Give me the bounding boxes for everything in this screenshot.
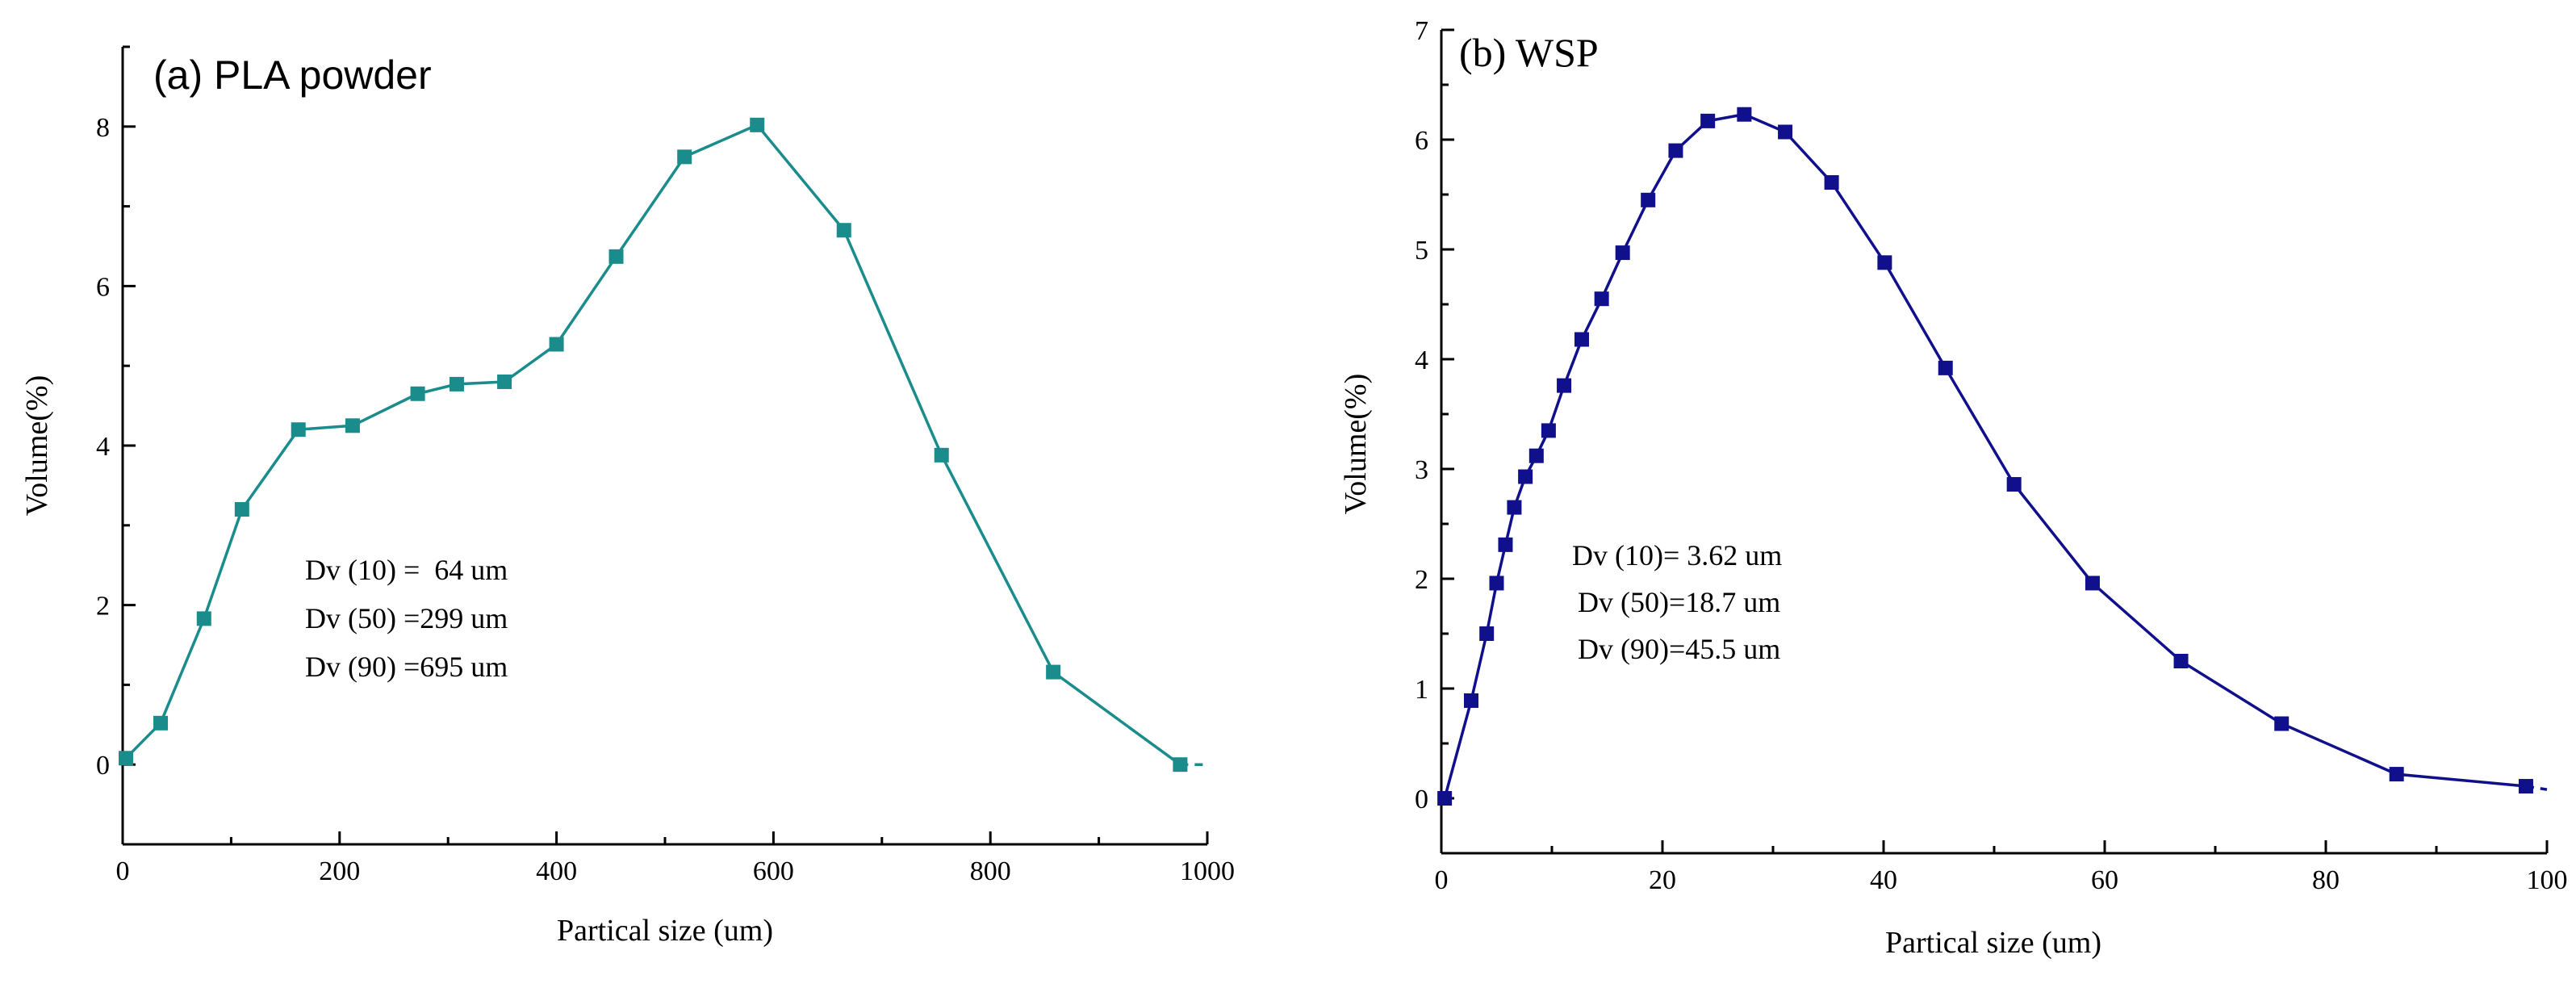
panel-b-y-tick-label: 2 xyxy=(1415,565,1428,595)
panel-a-y-tick-label: 0 xyxy=(96,751,110,781)
panel-a-axes: 0 200 400 600 800 1000 0 2 4 6 8 xyxy=(96,45,1235,886)
panel-a-dv50: Dv (50) =299 um xyxy=(305,602,508,634)
panel-a-data-point xyxy=(410,386,425,401)
panel-b-data-point xyxy=(2085,576,2100,591)
panel-b-x-tick-label: 100 xyxy=(2527,865,2568,895)
panel-b-data-point xyxy=(1824,175,1839,190)
panel-a-data-point xyxy=(549,337,564,352)
panel-b-y-tick-label: 7 xyxy=(1415,16,1428,46)
panel-b-y-tick-label: 6 xyxy=(1415,126,1428,156)
panel-b-data-point xyxy=(1877,255,1892,270)
panel-a-data-point xyxy=(836,223,851,238)
panel-a-x-tick-label: 200 xyxy=(319,856,360,886)
panel-b-series-line xyxy=(1443,112,2527,799)
panel-b-data-point xyxy=(2274,716,2290,731)
panel-b-data-point xyxy=(1498,537,1513,552)
panel-b-axes: 0 20 40 60 80 100 0 1 2 3 4 5 6 7 xyxy=(1415,16,2568,895)
panel-b-ylabel: Volume(%) xyxy=(1339,374,1373,515)
panel-a-y-tick-label: 6 xyxy=(96,272,110,302)
panel-b-x-tick-label: 40 xyxy=(1870,865,1897,895)
panel-a-ylabel: Volume(%) xyxy=(20,375,54,517)
panel-b-data-point xyxy=(1641,192,1656,207)
panel-b-plot-area xyxy=(1441,30,2547,853)
panel-b-data-point xyxy=(1541,423,1556,438)
panel-b-data-point xyxy=(1463,693,1478,708)
panel-b-data-point xyxy=(1778,124,1793,140)
panel-a-xlabel: Partical size (um) xyxy=(557,914,773,948)
panel-b-data-point xyxy=(1615,245,1630,261)
panel-b-dv90: Dv (90)=45.5 um xyxy=(1578,633,1780,665)
panel-b-y-tick-label: 5 xyxy=(1415,236,1428,266)
panel-a-data-point xyxy=(449,376,464,391)
panel-b-data-point xyxy=(1737,107,1752,122)
panel-a-data-point xyxy=(608,249,624,264)
panel-b-data-point xyxy=(1489,576,1504,591)
panel-a-x-tick-label: 800 xyxy=(970,856,1011,886)
panel-b-x-tick-label: 80 xyxy=(2312,865,2340,895)
panel-a-series xyxy=(119,117,1207,772)
panel-b-data-point xyxy=(2518,779,2533,794)
panel-b-y-tick-label: 4 xyxy=(1415,345,1428,375)
panel-b-wsp: 0 20 40 60 80 100 0 1 2 3 4 5 6 7 (b) WSP Partical si… xyxy=(1339,16,2568,960)
panel-b-series xyxy=(1437,107,2548,806)
panel-a-title: (a) PLA powder xyxy=(153,52,432,98)
panel-b-y-tick-label: 1 xyxy=(1415,675,1428,705)
panel-a-data-point xyxy=(934,447,949,463)
panel-a-y-tick-label: 8 xyxy=(96,113,110,143)
panel-b-data-point xyxy=(2389,767,2404,782)
panel-b-data-point xyxy=(2006,477,2022,492)
panel-b-data-point xyxy=(1479,626,1495,641)
panel-a-x-tick-label: 0 xyxy=(116,856,130,886)
panel-a-y-tick-label: 2 xyxy=(96,592,110,622)
panel-a-data-point xyxy=(291,422,306,437)
panel-a-data-point xyxy=(234,502,249,517)
panel-a-data-point xyxy=(497,374,512,389)
panel-b-data-point xyxy=(2173,654,2189,668)
panel-b-dv50: Dv (50)=18.7 um xyxy=(1578,586,1780,618)
panel-b-x-tick-label: 20 xyxy=(1649,865,1676,895)
panel-a-series-line xyxy=(124,123,1181,766)
panel-b-title: (b) WSP xyxy=(1459,30,1599,75)
panel-b-data-point xyxy=(1574,332,1589,347)
panel-a-data-point xyxy=(750,117,765,132)
panel-b-data-point xyxy=(1700,113,1716,128)
panel-a-x-tick-label: 400 xyxy=(536,856,577,886)
panel-a-data-point xyxy=(1173,757,1188,772)
panel-b-x-tick-label: 0 xyxy=(1435,865,1449,895)
panel-b-x-tick-label: 60 xyxy=(2091,865,2118,895)
panel-a-pla-powder: 0 200 400 600 800 1000 0 2 4 6 8 (a) PLA powder Pa… xyxy=(20,45,1235,948)
panel-a-data-point xyxy=(1046,664,1061,680)
panel-a-data-point xyxy=(153,715,169,731)
panel-a-data-point xyxy=(196,611,211,626)
panel-a-x-tick-label: 1000 xyxy=(1180,856,1235,886)
panel-a-x-tick-label: 600 xyxy=(753,856,794,886)
panel-b-dv10: Dv (10)= 3.62 um xyxy=(1572,539,1782,571)
panel-a-data-point xyxy=(119,751,134,766)
panel-b-xlabel: Partical size (um) xyxy=(1885,926,2101,960)
panel-a-y-tick-label: 4 xyxy=(96,432,110,462)
panel-b-y-tick-label: 3 xyxy=(1415,455,1428,485)
panel-a-data-point xyxy=(345,418,360,433)
panel-b-data-point xyxy=(1594,291,1609,307)
panel-b-data-point xyxy=(1528,448,1544,463)
panel-a-dv10: Dv (10) = 64 um xyxy=(305,554,508,586)
panel-b-data-point xyxy=(1938,360,1953,375)
panel-b-data-point xyxy=(1507,500,1522,515)
panel-b-data-point xyxy=(1557,378,1572,393)
panel-b-data-point xyxy=(1518,469,1533,484)
panel-b-data-point xyxy=(1437,791,1453,806)
panel-b-y-tick-label: 0 xyxy=(1415,785,1428,814)
panel-b-data-point xyxy=(1668,143,1683,158)
panel-a-data-point xyxy=(677,149,692,165)
panel-a-dv90: Dv (90) =695 um xyxy=(305,651,508,683)
